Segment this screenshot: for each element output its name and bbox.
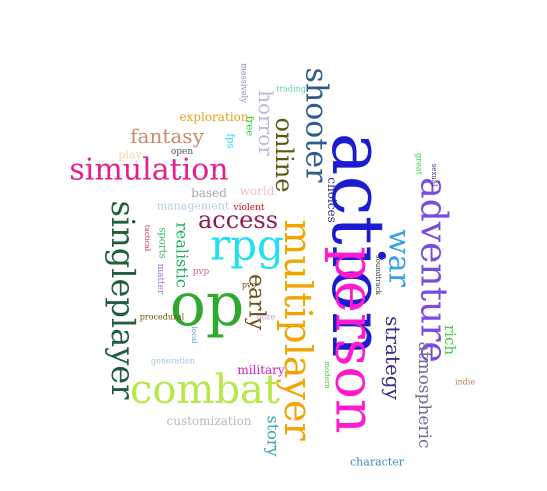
- word-fps: fps: [225, 133, 236, 148]
- word-great: great: [415, 153, 424, 175]
- word-op: op: [170, 270, 245, 340]
- word-play: play: [118, 149, 142, 162]
- word-horror: horror: [254, 90, 278, 156]
- word-access: access: [198, 206, 278, 234]
- word-story: story: [264, 416, 283, 457]
- word-combat: combat: [130, 367, 280, 413]
- word-world: world: [240, 184, 275, 198]
- word-military: military: [237, 363, 285, 377]
- word-pve: pve: [242, 281, 257, 290]
- word-war: war: [382, 229, 417, 288]
- word-gore: gore: [257, 313, 276, 322]
- word-atmospheric: atmospheric: [414, 341, 434, 448]
- word-sexual: sexual: [430, 164, 438, 187]
- word-adventure: adventure: [413, 177, 454, 363]
- word-choices: choices: [325, 177, 339, 223]
- word-multiplayer: multiplayer: [276, 219, 320, 441]
- word-customization: customization: [167, 414, 252, 428]
- word-pvp: pvp: [193, 267, 210, 277]
- word-action: action: [316, 133, 400, 358]
- word-singleplayer: singleplayer: [104, 200, 142, 400]
- word-tactical: tactical: [143, 225, 151, 252]
- word-violent: violent: [233, 203, 265, 213]
- word-generation: generation: [151, 357, 195, 366]
- word-online: online: [270, 118, 298, 193]
- word-indie: indie: [455, 378, 475, 387]
- word-fantasy: fantasy: [130, 124, 204, 148]
- word-local: local: [190, 327, 198, 345]
- word-early: early: [244, 274, 269, 331]
- word-shooter: shooter: [299, 68, 334, 184]
- word-rpg: rpg: [210, 221, 284, 270]
- word-based: based: [191, 186, 227, 200]
- word-procedural: procedural: [140, 313, 185, 322]
- word-massively: massively: [240, 63, 249, 103]
- word-matter: matter: [155, 264, 165, 295]
- word-management: management: [157, 200, 230, 213]
- word-realistic: realistic: [173, 222, 192, 288]
- word-open: open: [171, 147, 194, 157]
- word-modern: modern: [323, 361, 331, 389]
- word-free: free: [244, 116, 255, 136]
- word-sports: sports: [157, 227, 168, 258]
- word-person: person: [324, 246, 387, 433]
- word-soundtrack: soundtrack: [374, 255, 382, 296]
- word-exploration: exploration: [179, 110, 248, 124]
- word-strategy: strategy: [381, 316, 405, 400]
- word-trading: trading: [276, 85, 306, 94]
- word-rich: rich: [441, 325, 459, 355]
- word-character: character: [350, 456, 405, 469]
- word-simulation: simulation: [69, 153, 228, 188]
